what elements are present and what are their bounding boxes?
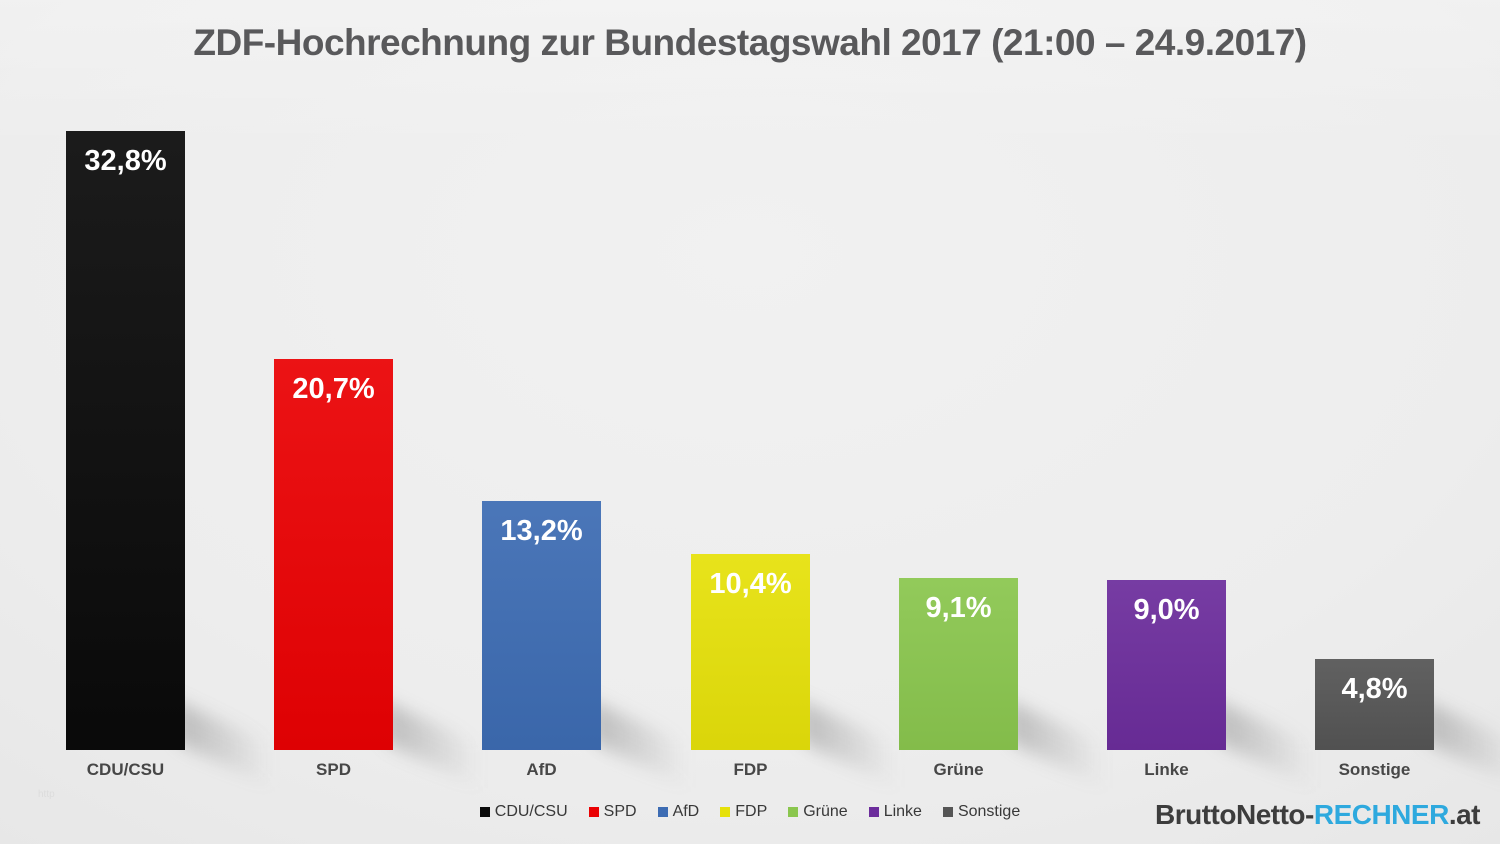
legend-swatch-linke <box>868 807 879 817</box>
bar-value-gr-ne: 9,1% <box>925 592 992 624</box>
category-label-cdu-csu: CDU/CSU <box>86 760 165 779</box>
bar-afd: 13,2% <box>482 501 601 750</box>
legend-item-gr-ne: Grüne <box>788 803 848 821</box>
bar-value-cdu-csu: 32,8% <box>84 145 167 177</box>
brand-logo-part3: .at <box>1448 799 1481 830</box>
legend-item-sonstige: Sonstige <box>942 803 1021 821</box>
legend-item-spd: SPD <box>588 803 637 821</box>
legend-label-cdu-csu: CDU/CSU <box>494 803 568 820</box>
bar-value-spd: 20,7% <box>292 373 375 405</box>
bar-value-linke: 9,0% <box>1133 594 1200 626</box>
bar-cdu-csu: 32,8% <box>66 131 185 750</box>
legend-swatch-fdp <box>720 807 731 817</box>
legend-swatch-spd <box>588 807 599 817</box>
bar-fdp: 10,4% <box>691 554 810 750</box>
brand-logo-part2: RECHNER <box>1313 799 1449 830</box>
legend-swatch-cdu-csu <box>479 807 490 817</box>
legend-swatch-sonstige <box>942 807 953 817</box>
legend-swatch-gr-ne <box>788 807 799 817</box>
bar-value-sonstige: 4,8% <box>1341 673 1408 705</box>
legend-label-spd: SPD <box>603 803 637 820</box>
bar-sonstige: 4,8% <box>1315 659 1434 750</box>
category-label-linke: Linke <box>1144 760 1189 779</box>
category-label-sonstige: Sonstige <box>1338 760 1411 779</box>
legend-label-linke: Linke <box>883 803 922 820</box>
chart-title: ZDF-Hochrechnung zur Bundestagswahl 2017… <box>193 22 1307 63</box>
brand-logo[interactable]: BruttoNetto-RECHNER.at <box>1155 799 1481 831</box>
category-label-afd: AfD <box>526 760 557 779</box>
category-label-fdp: FDP <box>733 760 768 779</box>
legend-swatch-afd <box>657 807 668 817</box>
bar-value-afd: 13,2% <box>500 515 583 547</box>
legend-item-fdp: FDP <box>720 803 767 821</box>
chart-legend: CDU/CSU SPD AfD FDP Grüne Linke Sonstige <box>0 803 1500 821</box>
bar-value-fdp: 10,4% <box>709 568 792 600</box>
bar-shadow-sonstige <box>1424 700 1500 797</box>
legend-label-sonstige: Sonstige <box>957 803 1021 820</box>
bar-gr-ne: 9,1% <box>899 578 1018 750</box>
legend-label-afd: AfD <box>672 803 700 820</box>
brand-logo-part1: BruttoNetto- <box>1155 799 1314 830</box>
legend-item-linke: Linke <box>868 803 922 821</box>
legend-label-fdp: FDP <box>735 803 768 820</box>
watermark-text: http <box>38 789 55 800</box>
legend-item-cdu-csu: CDU/CSU <box>479 803 568 821</box>
legend-item-afd: AfD <box>657 803 700 821</box>
category-label-spd: SPD <box>316 760 351 779</box>
bar-linke: 9,0% <box>1107 580 1226 750</box>
legend-label-gr-ne: Grüne <box>803 803 848 820</box>
bar-spd: 20,7% <box>274 359 393 750</box>
category-label-gr-ne: Grüne <box>933 760 984 779</box>
